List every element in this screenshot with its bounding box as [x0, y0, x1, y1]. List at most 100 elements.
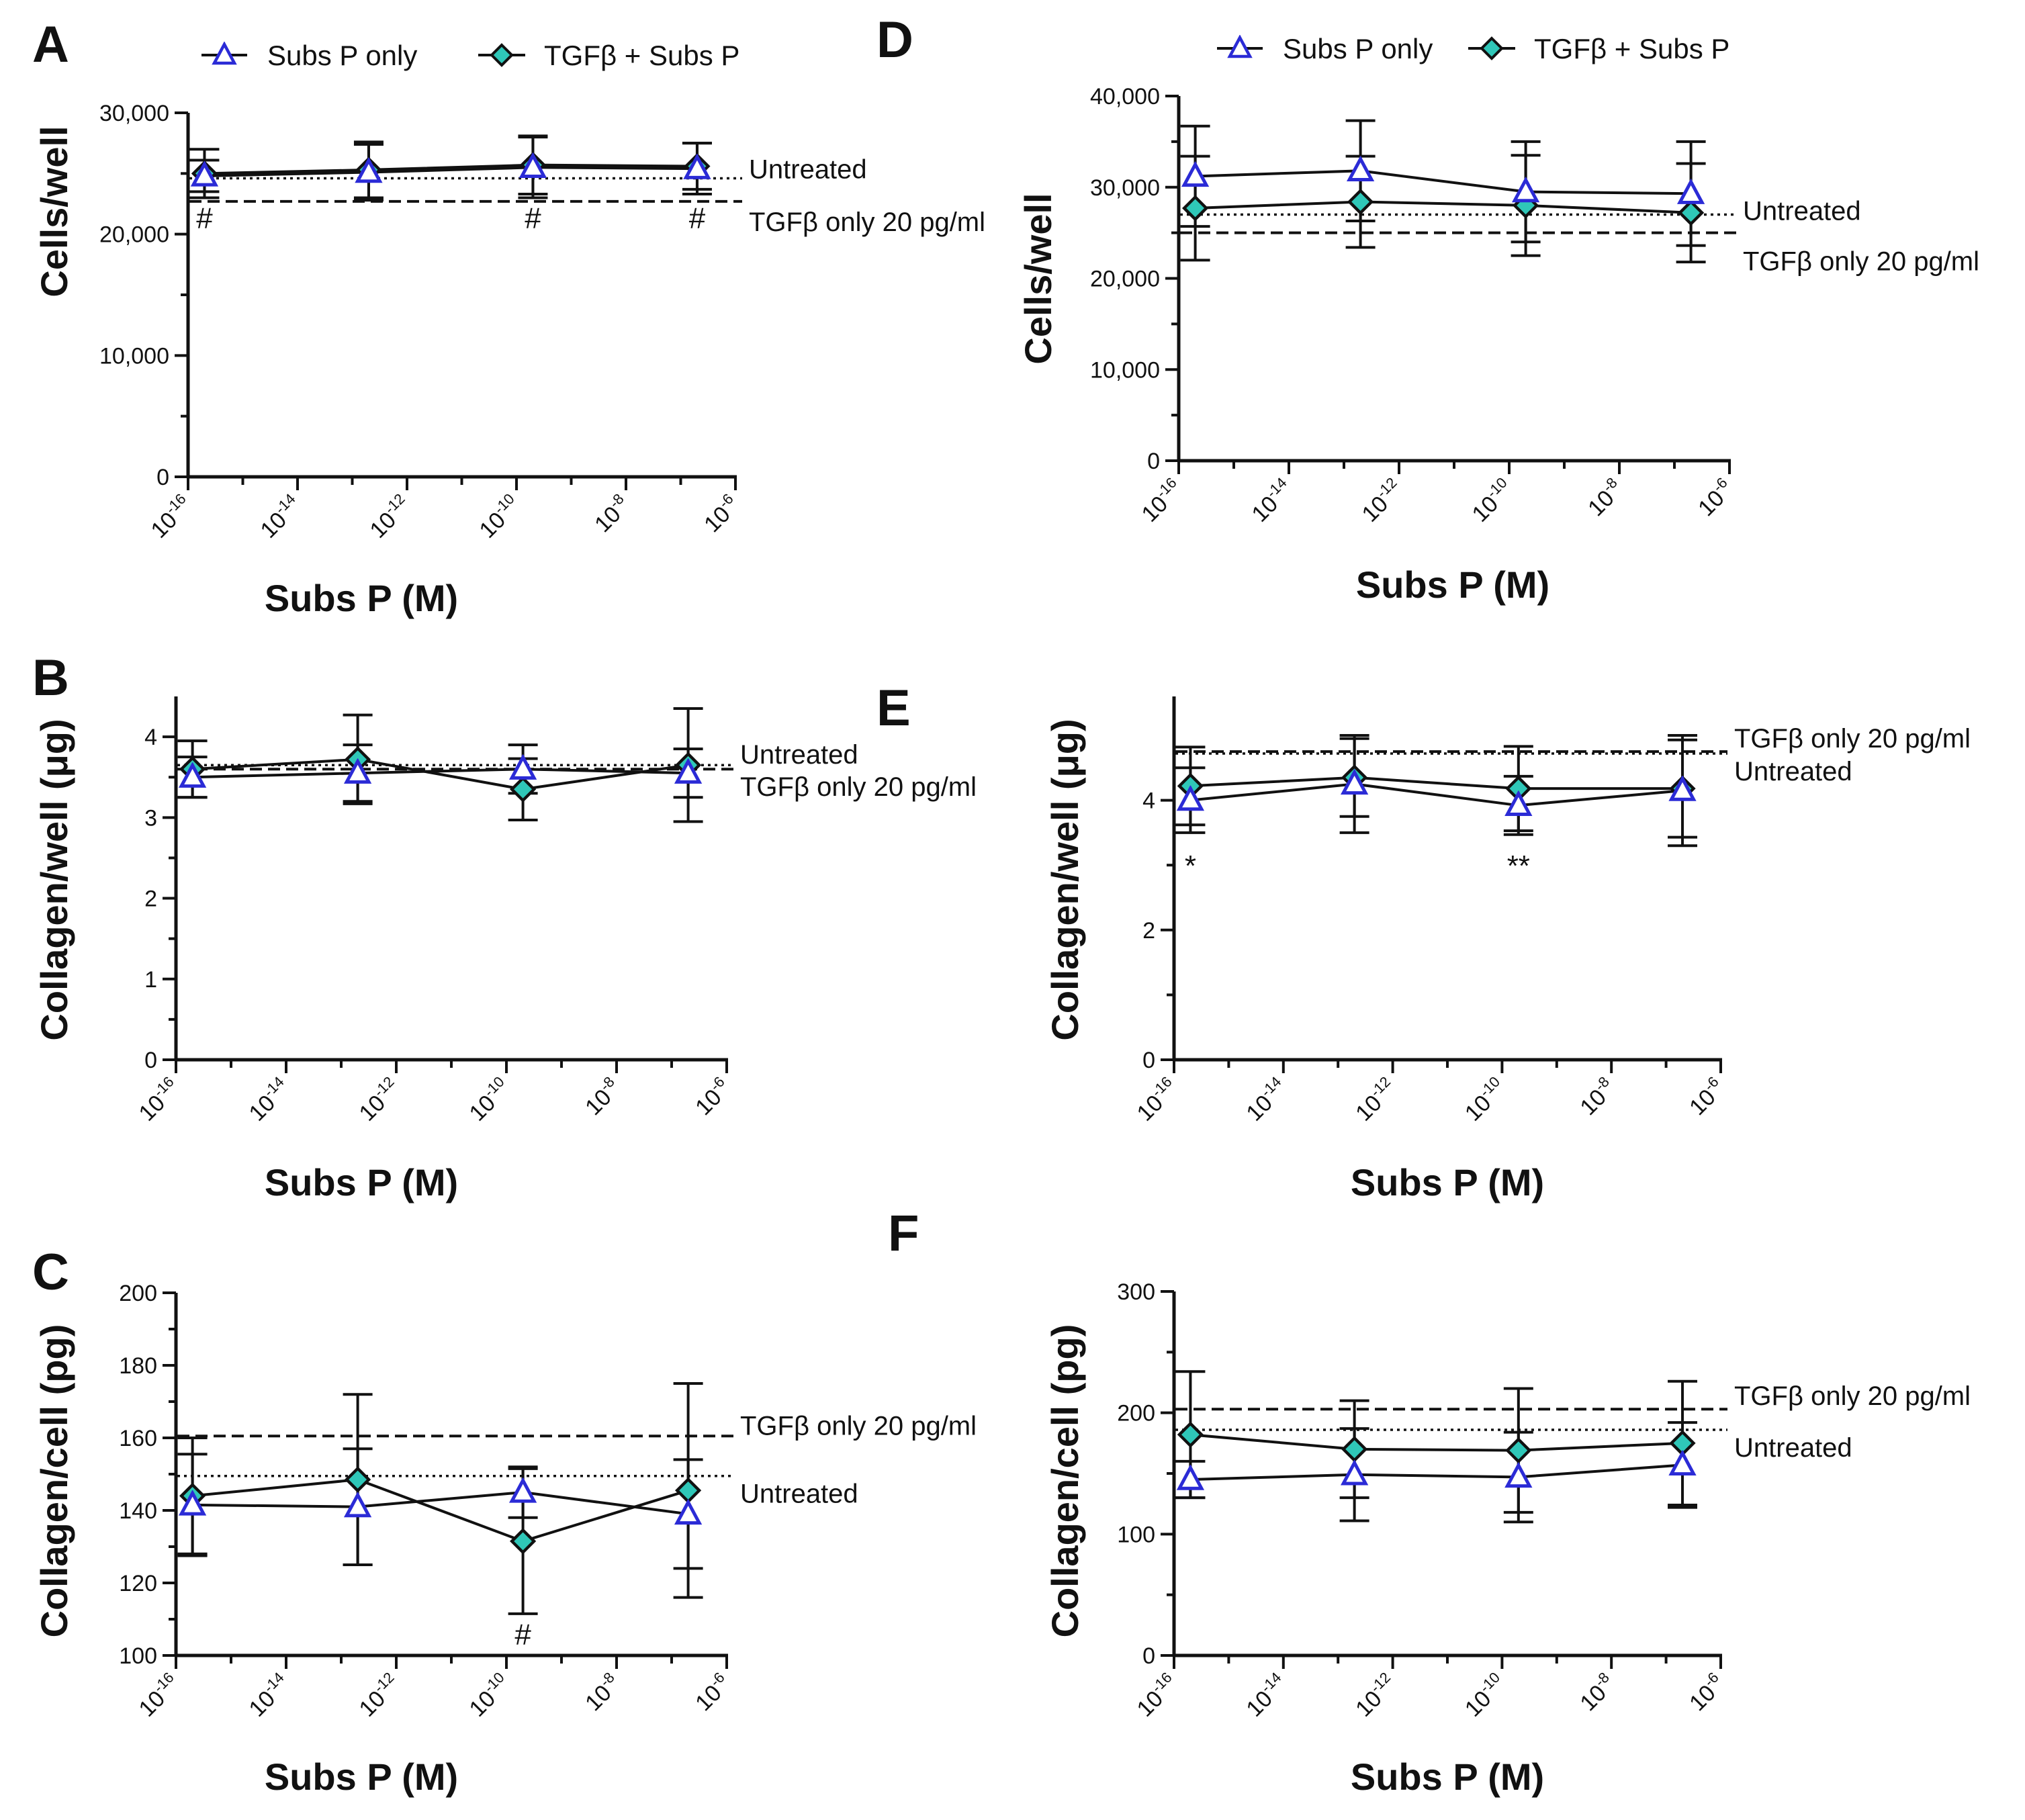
data-point-subs-p: [1672, 1453, 1694, 1474]
y-tick-label: 0: [1142, 1643, 1155, 1669]
significance-mark: #: [196, 201, 213, 234]
x-tick-label: 10-14: [242, 1073, 296, 1126]
x-tick-label: 10-6: [1691, 474, 1738, 521]
x-tick-label: 10-6: [697, 490, 744, 537]
y-tick-label: 100: [1117, 1522, 1155, 1547]
x-tick-label: 10-16: [1130, 1669, 1183, 1722]
y-tick-label: 40,000: [1090, 84, 1160, 109]
y-axis-title: Collagen/well (μg): [33, 719, 75, 1040]
y-tick-label: 30,000: [99, 101, 169, 126]
y-tick-label: 0: [1142, 1048, 1155, 1073]
reference-label: TGFβ only 20 pg/ml: [1743, 247, 1979, 277]
y-tick-label: 10,000: [1090, 357, 1160, 383]
y-tick-label: 120: [119, 1571, 157, 1596]
series-line-tgf-subs-p: [1195, 200, 1691, 214]
x-tick-label: 10-16: [1130, 1073, 1183, 1126]
data-point-tgf-subs-p: [677, 1480, 699, 1502]
y-axis-title: Collagen/cell (pg): [33, 1324, 75, 1638]
y-tick-label: 30,000: [1090, 175, 1160, 201]
data-point-tgf-subs-p: [1184, 197, 1206, 219]
series-line-tgf-subs-p: [1190, 776, 1683, 790]
x-tick-label: 10-12: [1355, 474, 1408, 527]
x-tick-label: 10-10: [1458, 1073, 1511, 1126]
x-tick-label: 10-12: [353, 1073, 406, 1126]
data-point-tgf-subs-p: [1349, 191, 1371, 213]
x-tick-label: 10-16: [132, 1669, 185, 1722]
significance-mark: #: [689, 201, 706, 234]
legend-label-tgf-subs-p: TGFβ + Subs P: [1534, 33, 1729, 64]
x-tick-label: 10-14: [1245, 474, 1298, 527]
series-line-tgf-subs-p: [1190, 1433, 1683, 1452]
series-line-subs-p: [192, 768, 688, 779]
x-tick-label: 10-16: [144, 490, 197, 543]
x-axis-title: Subs P (M): [1356, 563, 1549, 606]
reference-label: TGFβ only 20 pg/ml: [1734, 724, 1971, 754]
significance-mark: #: [525, 201, 541, 234]
panel-letter: A: [32, 16, 69, 73]
x-tick-label: 10-10: [1458, 1669, 1511, 1722]
panels: A 0 10,000 20,000 30,000 10-16 10-14 10-12 10-10…: [32, 11, 1979, 1798]
reference-label: TGFβ only 20 pg/ml: [1734, 1381, 1971, 1411]
x-tick-label: 10-8: [578, 1669, 625, 1716]
y-axis-title: Collagen/well (μg): [1044, 719, 1086, 1040]
panel-f: F 0 100 200 300 10-16 10-14 10-12 10-10 10-8 10-6 S…: [888, 1205, 1971, 1798]
data-point-subs-p: [512, 758, 534, 778]
x-tick-label: 10-10: [463, 1073, 516, 1126]
y-tick-label: 180: [119, 1353, 157, 1379]
panel-c: C 100 120 140 160 180 200 10-16 10-14 10-12 10-10 1…: [32, 1244, 977, 1798]
reference-label: TGFβ only 20 pg/ml: [740, 772, 977, 802]
y-tick-label: 20,000: [1090, 267, 1160, 292]
x-tick-label: 10-8: [1574, 1669, 1621, 1716]
data-point-tgf-subs-p: [1343, 1438, 1365, 1460]
data-point-tgf-subs-p: [1507, 1439, 1529, 1461]
data-point-tgf-subs-p: [512, 778, 534, 801]
x-tick-label: 10-12: [363, 490, 416, 543]
x-tick-label: 10-14: [1240, 1669, 1293, 1722]
y-tick-label: 4: [144, 725, 157, 750]
series-line-tgf-subs-p: [192, 1478, 689, 1543]
panel-letter: C: [32, 1244, 69, 1301]
y-tick-label: 200: [119, 1281, 157, 1306]
x-tick-label: 10-6: [688, 1073, 735, 1120]
reference-label: Untreated: [1743, 196, 1861, 226]
significance-mark: #: [514, 1619, 531, 1651]
data-point-tgf-subs-p: [512, 1530, 534, 1552]
y-axis-title: Collagen/cell (pg): [1044, 1324, 1086, 1638]
y-tick-label: 300: [1117, 1279, 1155, 1305]
x-tick-label: 10-16: [132, 1073, 185, 1126]
y-tick-label: 100: [119, 1643, 157, 1669]
data-point-subs-p: [1343, 1463, 1365, 1484]
data-point-subs-p: [1680, 182, 1702, 203]
panel-b: B 0 1 2 3 4 10-16 10-14 10-12 10-10 10-8 10-6 Subs P…: [32, 649, 977, 1203]
x-tick-label: 10-12: [1349, 1669, 1402, 1722]
reference-label: Untreated: [1734, 757, 1852, 786]
x-tick-label: 10-12: [1349, 1073, 1402, 1126]
panel-e: E 0 2 4 10-16 10-14 10-12 10-10 10-8 10-6 Subs P (…: [876, 680, 1971, 1203]
x-axis-title: Subs P (M): [265, 577, 458, 619]
reference-label: TGFβ only 20 pg/ml: [740, 1411, 977, 1441]
significance-mark: *: [1185, 850, 1196, 882]
data-point-subs-p: [1349, 159, 1371, 180]
legend-diamond-icon: [1480, 37, 1503, 60]
y-axis-title: Cells/well: [1017, 193, 1059, 364]
reference-label: TGFβ only 20 pg/ml: [749, 208, 985, 237]
data-point-tgf-subs-p: [1680, 201, 1702, 224]
x-axis-title: Subs P (M): [265, 1756, 458, 1798]
y-tick-label: 0: [156, 465, 169, 490]
legend-diamond-icon: [490, 44, 513, 66]
series-line-subs-p: [204, 166, 697, 177]
significance-mark: **: [1507, 850, 1530, 882]
x-tick-label: 10-12: [353, 1669, 406, 1722]
y-tick-label: 160: [119, 1426, 157, 1451]
y-tick-label: 200: [1117, 1401, 1155, 1426]
panel-d: D 0 10,000 20,000 30,000 40,000 10-16 10-14 10-1…: [876, 11, 1979, 606]
y-axis-title: Cells/well: [33, 126, 75, 297]
series-line-subs-p: [1195, 169, 1691, 195]
legend-label-tgf-subs-p: TGFβ + Subs P: [544, 40, 739, 71]
x-tick-label: 10-8: [1574, 1073, 1621, 1120]
legend-right: Subs P only TGFβ + Subs P: [1217, 33, 1729, 64]
x-tick-label: 10-10: [1466, 474, 1519, 527]
x-tick-label: 10-14: [254, 490, 307, 543]
x-tick-label: 10-14: [242, 1669, 296, 1722]
